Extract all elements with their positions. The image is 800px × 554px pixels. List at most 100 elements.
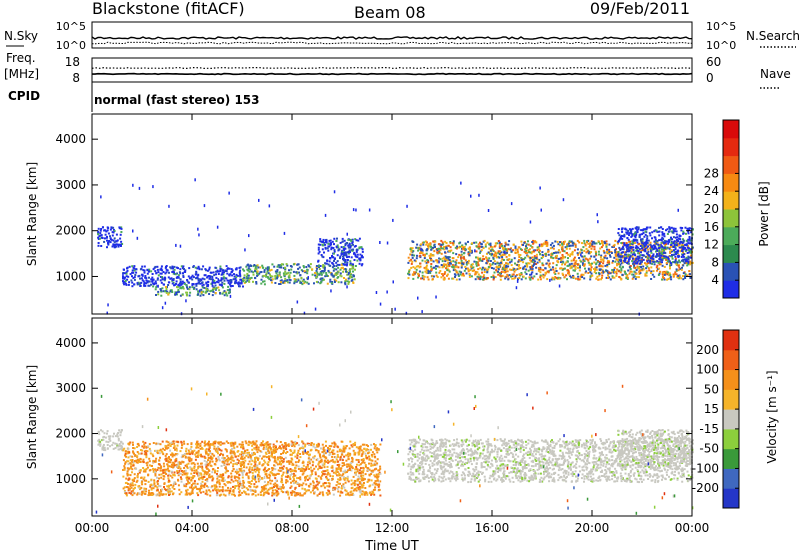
echo-pixel (287, 445, 290, 447)
echo-pixel (101, 430, 104, 433)
echo-pixel (238, 459, 240, 462)
echo-pixel (541, 245, 544, 247)
nsky-tick-high: 10^5 (56, 20, 86, 33)
echo-pixel (289, 453, 292, 456)
echo-pixel (183, 282, 186, 285)
echo-pixel (490, 249, 493, 252)
noise-pixel (687, 260, 690, 264)
echo-pixel (282, 460, 285, 463)
echo-pixel (622, 255, 625, 258)
echo-pixel (597, 271, 600, 274)
echo-pixel (603, 251, 606, 254)
echo-pixel (684, 277, 687, 279)
echo-pixel (143, 489, 146, 491)
echo-pixel (175, 453, 178, 456)
echo-pixel (290, 481, 292, 484)
echo-pixel (255, 265, 258, 268)
echo-pixel (663, 278, 666, 281)
echo-pixel (358, 262, 361, 265)
echo-pixel (123, 272, 126, 275)
echo-pixel (467, 268, 470, 271)
echo-pixel (485, 257, 488, 260)
echo-pixel (461, 244, 464, 247)
echo-pixel (275, 440, 278, 443)
echo-pixel (484, 267, 487, 270)
echo-pixel (116, 435, 119, 438)
echo-pixel (216, 270, 219, 273)
echo-pixel (683, 262, 686, 265)
echo-pixel (552, 247, 555, 250)
echo-pixel (625, 257, 628, 260)
echo-pixel (619, 271, 622, 274)
echo-pixel (411, 250, 414, 253)
echo-pixel (333, 445, 336, 448)
echo-pixel (309, 466, 312, 469)
echo-pixel (606, 251, 609, 253)
echo-pixel (660, 241, 663, 244)
echo-pixel (186, 287, 189, 290)
echo-pixel (676, 242, 679, 245)
echo-pixel (284, 270, 287, 273)
echo-pixel (514, 245, 517, 248)
echo-pixel (113, 244, 116, 247)
echo-pixel (143, 281, 146, 284)
echo-pixel (411, 260, 414, 263)
echo-pixel (284, 456, 287, 459)
echo-pixel (285, 445, 288, 448)
echo-pixel (455, 270, 458, 273)
echo-pixel (626, 262, 629, 264)
echo-pixel (531, 277, 534, 280)
noise-pixel (530, 272, 533, 276)
echo-pixel (329, 257, 332, 260)
echo-pixel (633, 264, 636, 267)
echo-pixel (364, 464, 367, 466)
echo-pixel (486, 252, 488, 255)
echo-pixel (446, 274, 448, 277)
echo-pixel (348, 454, 351, 457)
echo-pixel (614, 254, 617, 257)
echo-pixel (510, 258, 513, 261)
echo-pixel (203, 286, 206, 289)
echo-pixel (315, 484, 318, 487)
echo-pixel (207, 457, 210, 459)
echo-pixel (151, 278, 154, 281)
echo-pixel (464, 242, 467, 245)
nave-tick-low: 0 (706, 71, 714, 85)
echo-pixel (178, 461, 181, 464)
echo-pixel (273, 464, 275, 467)
echo-pixel (531, 271, 534, 274)
echo-pixel (215, 485, 218, 488)
echo-pixel (648, 254, 651, 257)
echo-pixel (318, 268, 321, 270)
echo-pixel (171, 443, 173, 445)
echo-pixel (462, 272, 465, 275)
echo-pixel (582, 273, 585, 276)
echo-pixel (210, 282, 213, 285)
echo-pixel (550, 256, 553, 258)
echo-pixel (661, 231, 664, 234)
echo-pixel (337, 281, 340, 284)
echo-pixel (598, 253, 600, 256)
echo-pixel (273, 455, 276, 458)
echo-pixel (235, 276, 238, 279)
echo-pixel (492, 278, 495, 281)
echo-pixel (266, 270, 269, 273)
echo-pixel (207, 459, 210, 462)
echo-pixel (199, 442, 202, 445)
echo-pixel (637, 250, 640, 253)
echo-pixel (589, 243, 592, 246)
echo-pixel (124, 462, 127, 465)
echo-pixel (505, 267, 508, 270)
echo-pixel (458, 246, 461, 249)
echo-pixel (571, 252, 574, 254)
echo-pixel (235, 281, 238, 284)
echo-pixel (510, 264, 513, 267)
echo-pixel (203, 278, 206, 281)
echo-pixel (646, 239, 649, 242)
echo-pixel (485, 256, 488, 259)
echo-pixel (220, 449, 223, 452)
echo-pixel (208, 266, 211, 269)
echo-pixel (133, 452, 135, 455)
echo-pixel (232, 278, 235, 281)
echo-pixel (646, 260, 649, 263)
